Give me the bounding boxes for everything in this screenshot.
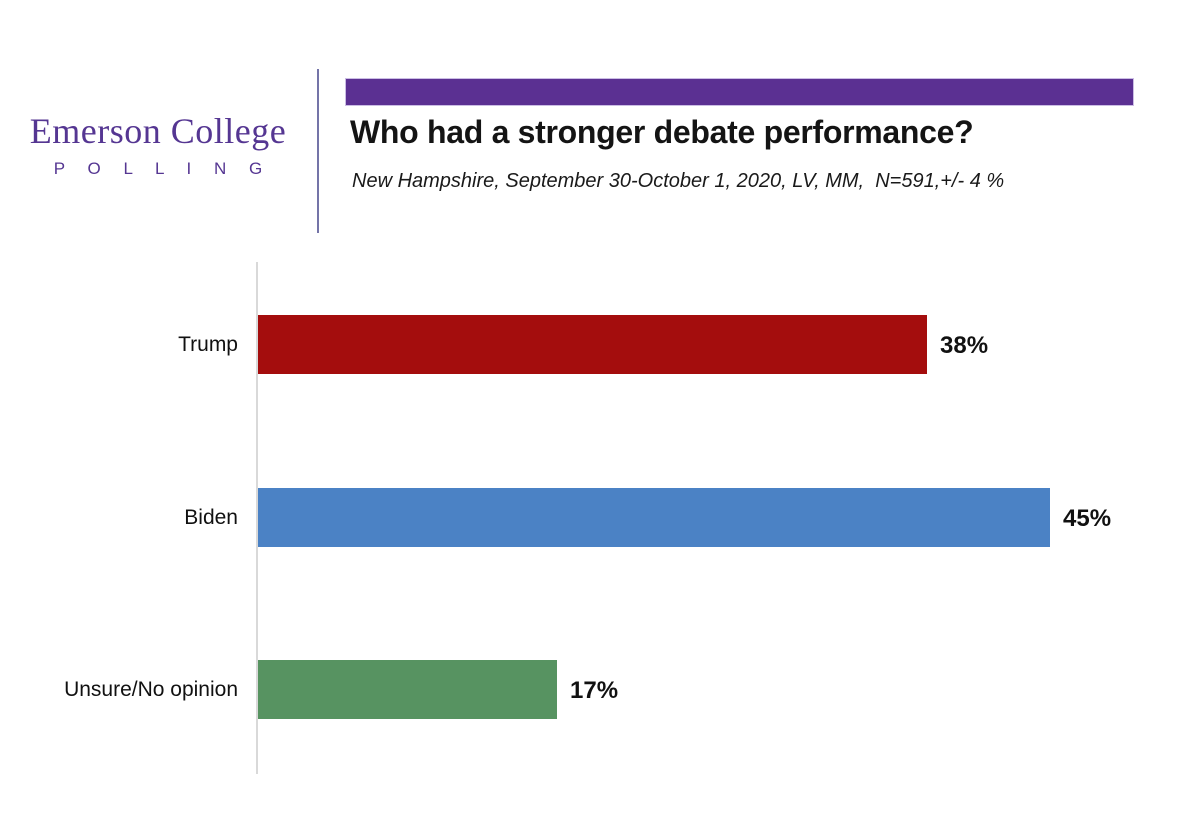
category-label-unsure-no-opinion: Unsure/No opinion bbox=[64, 677, 238, 701]
logo-subtitle: P O L L I N G bbox=[53, 159, 272, 178]
chart-subtitle: New Hampshire, September 30-October 1, 2… bbox=[352, 170, 1005, 192]
emerson-college-logo: Emerson College P O L L I N G bbox=[12, 110, 304, 179]
category-label-trump: Trump bbox=[178, 332, 238, 356]
category-label-biden: Biden bbox=[184, 505, 238, 529]
value-label-trump: 38% bbox=[940, 331, 989, 359]
chart-title: Who had a stronger debate performance? bbox=[350, 114, 974, 150]
header-divider bbox=[317, 69, 319, 233]
y-axis-line bbox=[256, 262, 258, 774]
bar-unsure-no-opinion bbox=[258, 660, 557, 719]
bar-trump bbox=[258, 315, 927, 374]
accent-banner bbox=[345, 78, 1134, 106]
value-label-unsure-no-opinion: 17% bbox=[570, 676, 619, 704]
value-label-biden: 45% bbox=[1063, 504, 1112, 532]
bar-chart: Trump 38% Biden 45% Unsure/No opinion 17% bbox=[0, 262, 1200, 774]
bar-biden bbox=[258, 488, 1050, 547]
logo-title: Emerson College bbox=[29, 111, 287, 151]
